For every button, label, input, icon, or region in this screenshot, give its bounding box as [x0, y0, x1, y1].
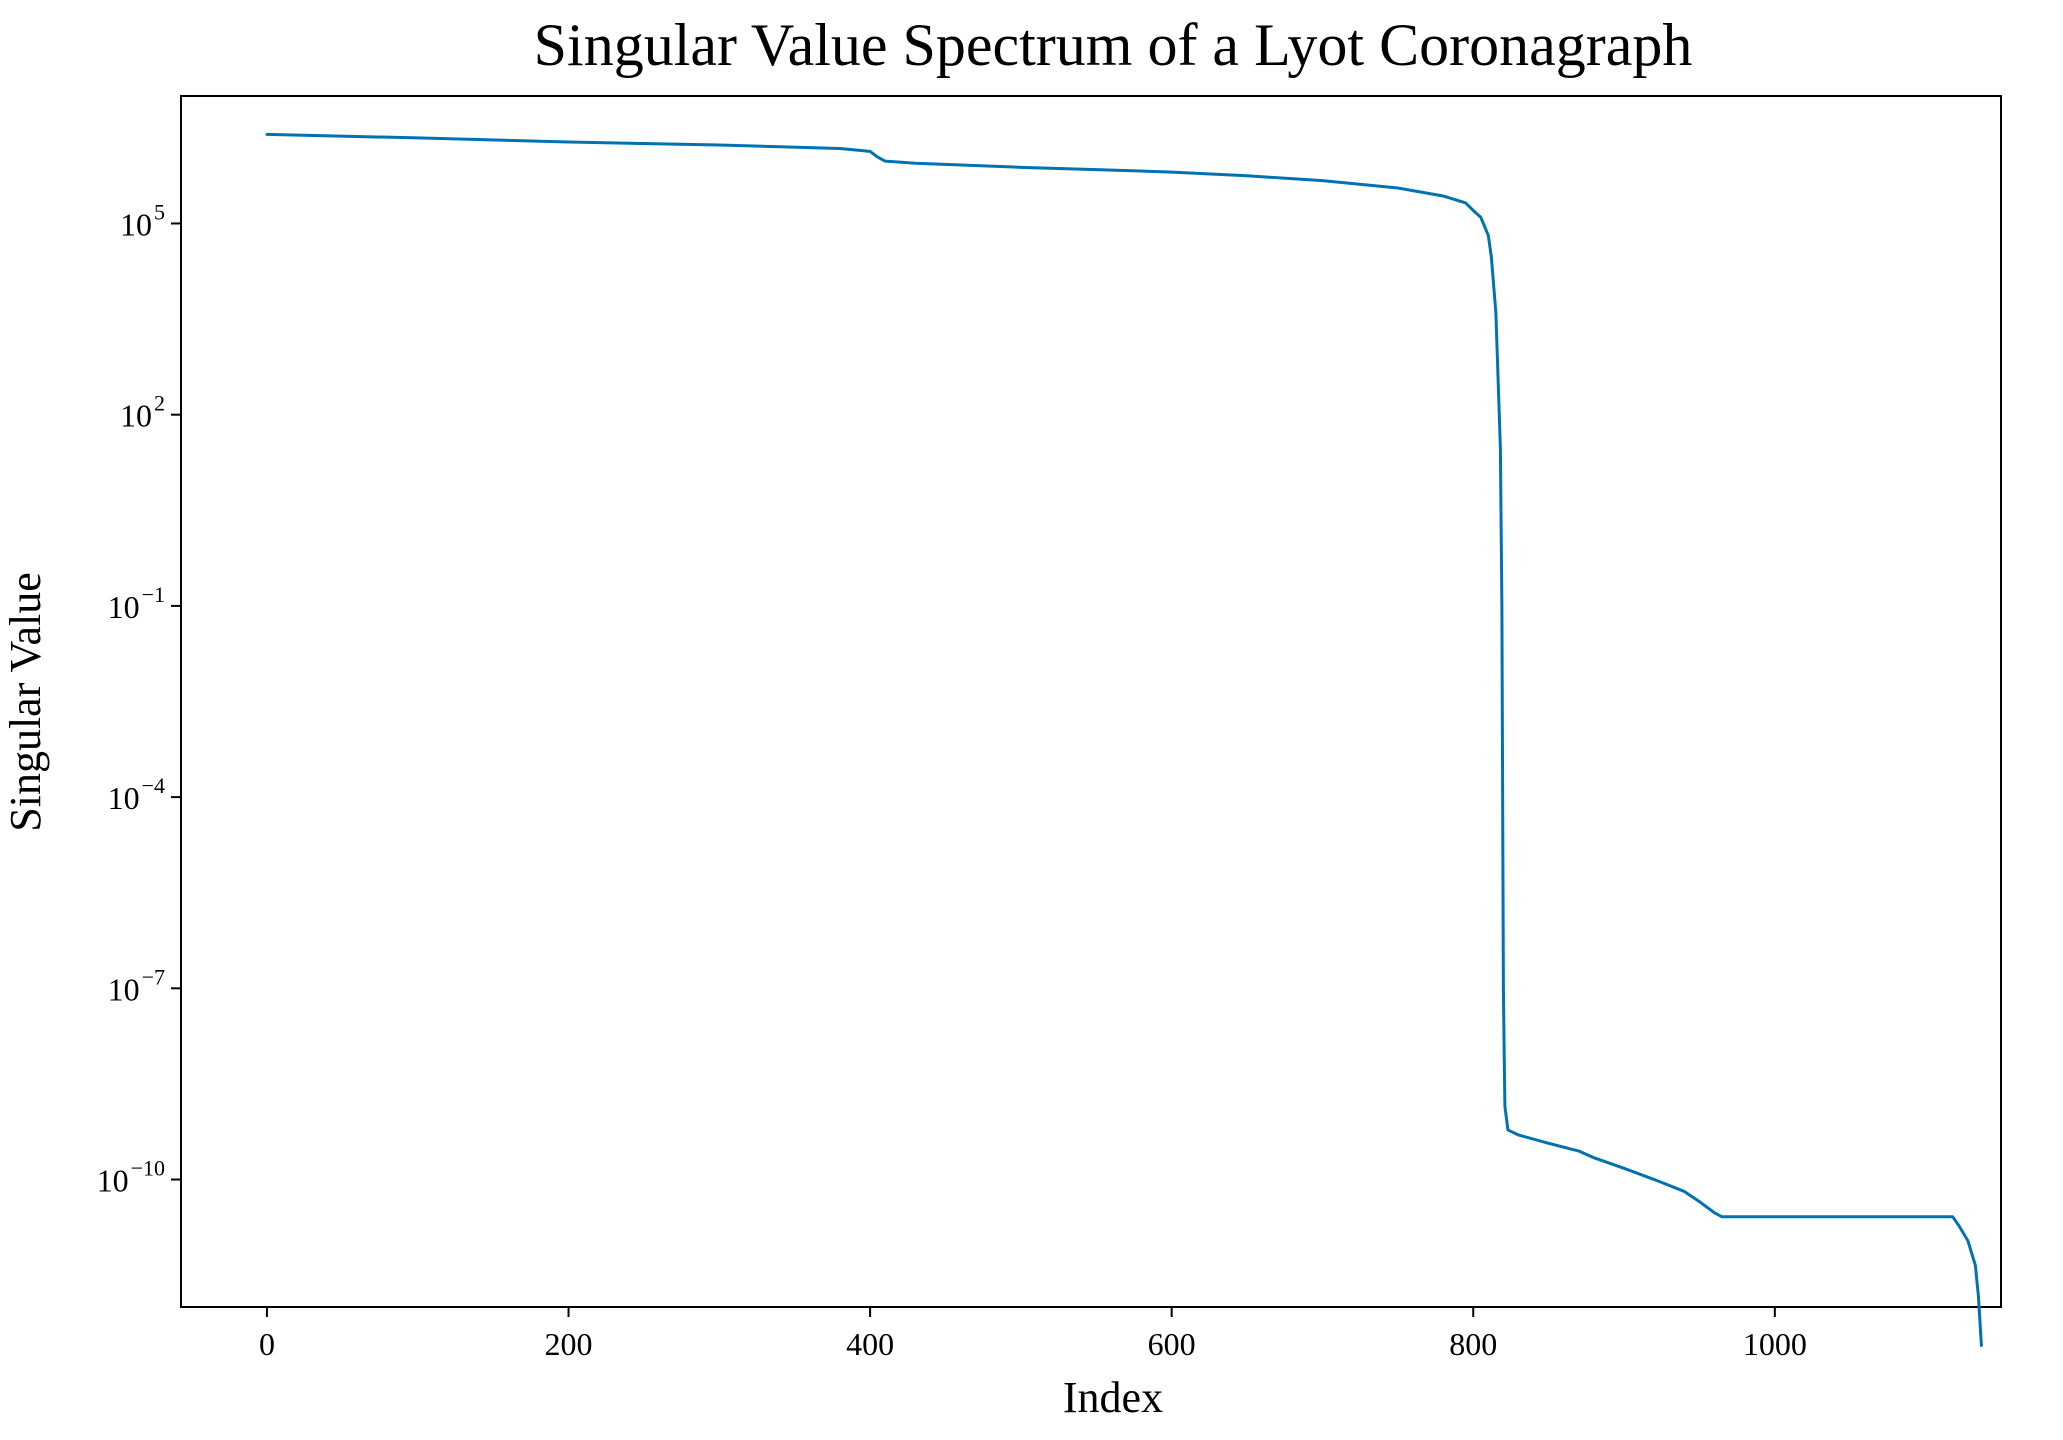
y-tick-label: 10 −4 — [108, 773, 165, 816]
x-tick-label: 200 — [545, 1326, 593, 1362]
y-tick-base: 10 — [97, 1163, 129, 1199]
x-tick-label: 800 — [1449, 1326, 1497, 1362]
x-tick-label: 0 — [259, 1326, 275, 1362]
y-tick-base: 10 — [108, 971, 140, 1007]
y-tick-exponent: −1 — [142, 582, 165, 607]
y-tick-label: 10 5 — [120, 199, 165, 242]
plot-area-frame — [180, 95, 2002, 1308]
series-line — [265, 132, 1983, 1347]
y-tick-label: 10 −1 — [108, 582, 165, 625]
y-tick-exponent: 2 — [154, 391, 165, 416]
x-tick-label: 400 — [846, 1326, 894, 1362]
y-tick-base: 10 — [120, 206, 152, 242]
x-axis-label: Index — [1063, 1373, 1163, 1422]
y-tick-label: 10 2 — [120, 391, 165, 434]
x-axis-ticks: 0 200 400 600 800 1000 — [259, 1307, 1807, 1362]
y-tick-exponent: 5 — [154, 199, 165, 224]
y-tick-base: 10 — [120, 398, 152, 434]
y-tick-label: 10 −10 — [97, 1156, 165, 1199]
chart-title: Singular Value Spectrum of a Lyot Corona… — [534, 12, 1693, 78]
y-tick-exponent: −10 — [131, 1156, 165, 1181]
series-layer — [265, 132, 1983, 1347]
y-tick-base: 10 — [108, 780, 140, 816]
x-tick-label: 1000 — [1743, 1326, 1807, 1362]
y-tick-exponent: −7 — [142, 964, 165, 989]
y-axis-label: Singular Value — [1, 572, 50, 832]
y-tick-exponent: −4 — [142, 773, 165, 798]
x-tick-label: 600 — [1148, 1326, 1196, 1362]
y-tick-label: 10 −7 — [108, 964, 165, 1007]
y-tick-base: 10 — [108, 589, 140, 625]
